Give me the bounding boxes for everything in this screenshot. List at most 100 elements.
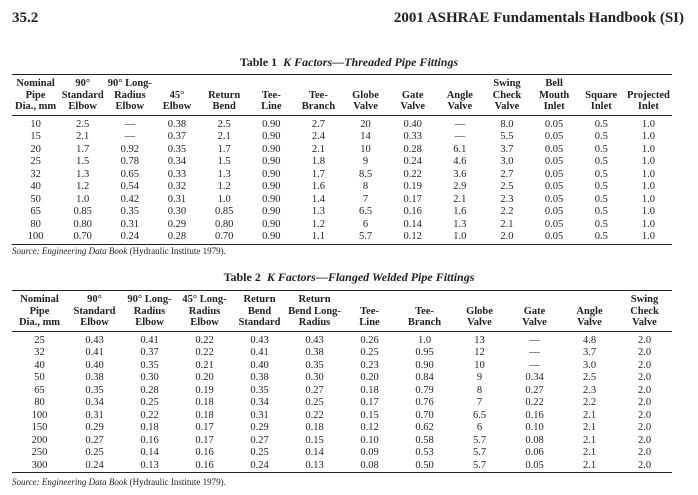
table-row: 300 0.24 0.13 0.16 0.24 0.13 0.08 0.50 5.7 0.05 2.… [12,460,672,473]
column-header-line: Bend [212,101,236,112]
k-factor-cell: 5.5 [500,131,514,143]
table-row: 40 1.2 0.54 0.32 1.2 0.90 1.6 8 0.19 2.9 2.5 0.05 0.… [12,181,672,194]
k-factor-cell: 12 [474,347,485,359]
k-factor-cell: 0.5 [594,193,608,205]
column-header-line: Check [630,305,659,317]
k-factor-cell: 0.35 [167,143,187,155]
pipe-diameter-cell: 250 [31,447,48,459]
column-header-line: 45° [169,89,185,101]
k-factor-cell: 1.2 [76,181,90,193]
table2-source: Source: Engineering Data Book (Hydraulic… [12,477,226,487]
table-row: 200 0.27 0.16 0.17 0.27 0.15 0.10 0.58 5.7 0.08 2.… [12,435,672,448]
column-header-line: Projected [626,89,670,101]
header-row: Nominal Pipe Dia., mm 90° Standard Elbow 90° L… [12,290,672,332]
column-header: Swing Check Valve [483,75,530,116]
table-row: 100 0.70 0.24 0.28 0.70 0.90 1.1 5.7 0.12 1.0 2.0 0… [12,231,672,244]
source-book: Engineering Data Book [41,246,128,256]
k-factor-cell: 0.90 [262,143,281,155]
k-factor-cell: 0.08 [525,434,544,446]
k-factor-cell: 0.22 [195,347,214,359]
k-factor-cell: 0.90 [415,359,434,371]
k-factor-cell: 0.28 [403,143,422,155]
table-row: 250 0.25 0.14 0.16 0.25 0.14 0.09 0.53 5.7 0.06 2.… [12,447,672,460]
column-header-line: Return [298,294,331,305]
column-header: Bell Mouth Inlet [531,75,578,116]
k-factor-cell: 0.5 [594,181,608,193]
k-factor-cell: 0.42 [120,193,140,205]
k-factor-cell: — [529,347,540,359]
column-header-line: Square [585,89,618,101]
column-header: Return Bend Long- Radius [287,291,342,332]
k-factor-cell: 0.85 [73,206,92,218]
k-factor-cell: 0.90 [262,118,281,130]
k-factor-cell: 0.38 [250,372,269,384]
k-factor-cell: 0.16 [525,409,544,421]
k-factor-cell: 2.0 [637,409,652,421]
column-header: Tee- Line [248,75,295,116]
k-factor-cell: 0.05 [544,193,564,205]
k-factor-cell: 0.17 [403,193,422,205]
k-factor-cell: 2.1 [582,422,597,434]
k-factor-cell: 0.14 [403,218,422,230]
k-factor-cell: 0.13 [140,459,159,471]
pipe-diameter-cell: 300 [31,459,48,471]
book-title: 2001 ASHRAE Fundamentals Handbook (SI) [393,10,684,26]
k-factor-cell: 0.5 [594,218,608,230]
source-detail: (Hydraulic Institute 1979). [129,246,226,256]
k-factor-cell: 0.79 [415,384,434,396]
column-header-line: Elbow [190,317,219,328]
column-header-line: Tee- [360,305,379,317]
k-factor-cell: 0.5 [594,118,608,130]
column-header-line: Swing [493,78,521,89]
pipe-diameter-cell: 40 [30,181,41,193]
table1-number: Table 1 [239,55,278,69]
column-header-line: Standard [73,305,116,317]
k-factor-cell: 7 [362,193,369,205]
column-header-line: Nominal [20,294,59,305]
column-header-line: Branch [407,317,442,328]
k-factor-cell: 0.35 [305,359,324,371]
column-header: Square Inlet [578,75,625,116]
k-factor-cell: 5.7 [472,459,487,471]
column-header-line: 90° [75,78,91,89]
k-factor-cell: 0.08 [360,459,379,471]
k-factor-cell: 1.3 [76,168,90,180]
k-factor-cell: 6 [476,422,483,434]
k-factor-cell: 2.7 [500,168,514,180]
column-header-line: Bell [545,78,563,89]
k-factor-cell: 0.5 [594,143,608,155]
k-factor-cell: 5.7 [358,231,373,243]
column-header-line: 45° Long- [182,294,227,305]
k-factor-cell: 0.16 [403,206,422,218]
k-factor-cell: 0.90 [262,181,281,193]
k-factor-cell: 0.40 [85,359,104,371]
pipe-diameter-cell: 40 [34,359,45,371]
k-factor-cell: 1.7 [311,168,325,180]
source-detail: (Hydraulic Institute 1979). [129,477,226,487]
k-factor-cell: 0.76 [415,397,434,409]
k-factor-cell: 8 [362,181,369,193]
k-factor-cell: 1.1 [311,231,325,243]
table-row: 32 0.41 0.37 0.22 0.41 0.38 0.25 0.95 12 — 3.7 2.0 [12,347,672,360]
column-header-line: Valve [400,101,426,112]
k-factor-cell: 0.05 [544,118,564,130]
table1-source: Source: Engineering Data Book (Hydraulic… [12,246,226,256]
k-factor-cell: 0.34 [525,372,544,384]
column-header: Gate Valve [389,75,436,116]
k-factor-cell: 0.25 [360,347,379,359]
k-factor-cell: 0.5 [594,231,608,243]
k-factor-cell: 0.05 [544,131,564,143]
k-factor-cell: 0.17 [195,422,214,434]
k-factor-cell: 0.70 [214,231,234,243]
k-factor-cell: 0.35 [120,206,140,218]
pipe-diameter-cell: 100 [31,409,48,421]
table-row: 32 1.3 0.65 0.33 1.3 0.90 1.7 8.5 0.22 3.6 2.7 0.05… [12,169,672,182]
k-factor-cell: 0.35 [140,359,159,371]
k-factor-cell: 0.27 [525,384,544,396]
page-number: 35.2 [12,10,39,26]
column-header-line: Gate [523,305,546,317]
column-header: Nominal Pipe Dia., mm [12,291,67,332]
k-factor-cell: 2.3 [582,384,597,396]
k-factor-cell: 0.14 [305,447,324,459]
column-header-line: Globe [352,89,379,101]
